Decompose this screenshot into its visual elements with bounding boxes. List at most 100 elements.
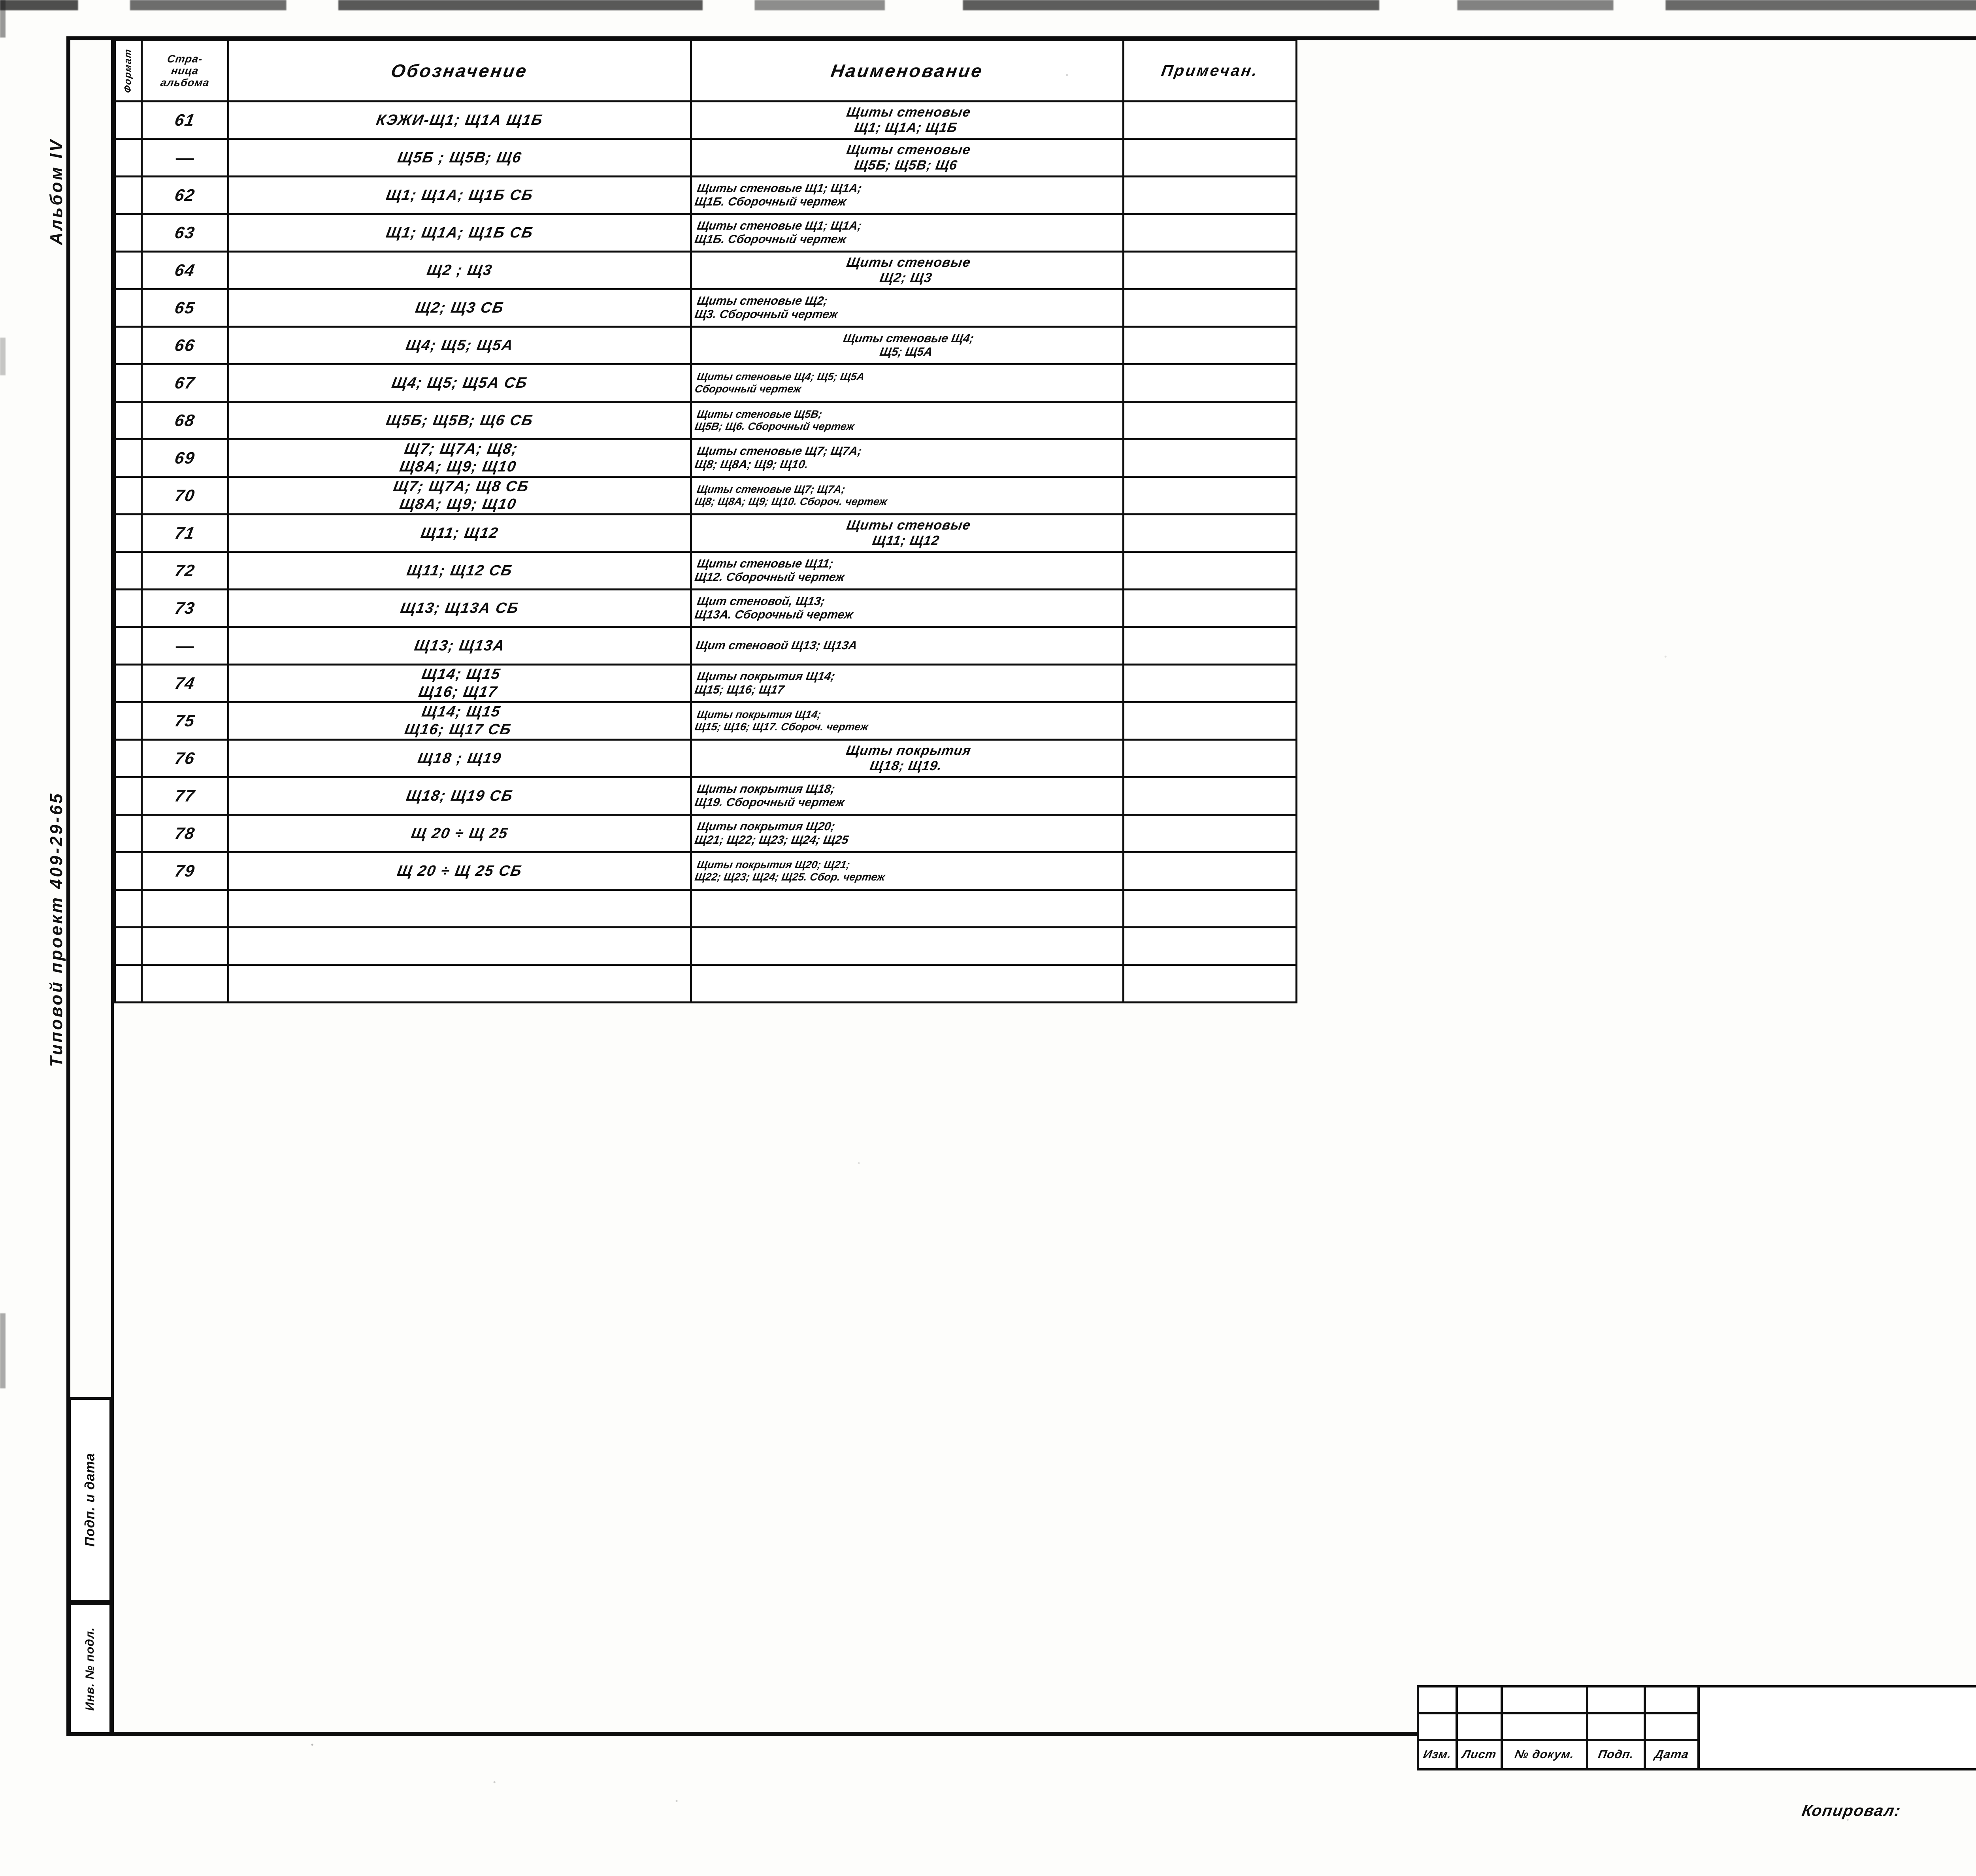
stamp-inv-podl: Инв. № подл. <box>68 1603 112 1735</box>
column-header-format: Формат <box>114 39 143 102</box>
page-number: — <box>175 635 194 656</box>
cell-page: 73 <box>140 588 229 628</box>
page-number: 70 <box>173 486 197 505</box>
name-text: Щиты покрытия Щ14; Щ15; Щ16; Щ17. Сбороч.… <box>690 709 1124 733</box>
scan-left-edge-artifact <box>0 0 6 1876</box>
cell-page: 74 <box>140 664 229 703</box>
cell-page <box>140 889 229 928</box>
column-header-designation-label: Обозначение <box>389 60 530 81</box>
designation-text: Щ18; Щ19 СБ <box>228 787 692 805</box>
cell-note <box>1122 588 1297 628</box>
name-text: Щиты стеновые Щ5В; Щ5В; Щ6. Сборочный чер… <box>690 408 1124 433</box>
name-line-1: Щит стеновой, Щ13; <box>696 594 826 608</box>
table-header-row: Формат Стра- ница альбома Обозначение На… <box>114 39 1297 102</box>
designation-text: Щ7; Щ7А; Щ8 СБ Щ8А; Щ9; Щ10 <box>226 478 693 513</box>
cell-designation: Щ14; Щ15 Щ16; Щ17 СБ <box>227 701 692 741</box>
page-number: 64 <box>173 261 197 279</box>
cell-name: Щиты покрытия Щ20; Щ21; Щ22; Щ23; Щ24; Щ2… <box>690 851 1125 891</box>
name-line-1: Щиты стеновые Щ5В; <box>696 408 823 420</box>
name-line-2: Щ11; Щ12 <box>871 533 941 548</box>
name-line-1: Щиты стеновые Щ7; Щ7А; <box>696 483 846 496</box>
cell-page: 61 <box>140 100 229 140</box>
designation-text: Щ4; Щ5; Щ5А <box>228 337 692 354</box>
name-text: Щиты покрытия Щ14; Щ15; Щ16; Щ17 <box>690 670 1125 697</box>
cell-format <box>114 701 143 741</box>
cell-note <box>1122 889 1297 928</box>
cell-page: 70 <box>140 476 229 515</box>
cell-page: — <box>140 138 229 177</box>
cell-format <box>114 851 143 891</box>
table-row: 77 Щ18; Щ19 СБ Щиты покрытия Щ18; Щ19. Сбор… <box>114 776 1297 816</box>
designation-line-2: Щ8А; Щ9; Щ10 <box>398 496 518 513</box>
cell-note <box>1122 476 1297 515</box>
designation-line-1: Щ13; Щ13А СБ <box>399 600 520 617</box>
name-line-1: Щиты стеновые <box>845 105 972 120</box>
page-number: 76 <box>173 749 197 767</box>
cell-designation: Щ18; Щ19 СБ <box>227 776 692 816</box>
name-line-2: Щ8; Щ8А; Щ9; Щ10. Сбороч. чертеж <box>694 496 888 507</box>
cell-page: 63 <box>140 213 229 253</box>
rev-cell-izm-blank2 <box>1417 1712 1458 1741</box>
cell-name <box>690 889 1125 928</box>
cell-note <box>1122 814 1297 853</box>
column-header-name-label: Наименование <box>830 60 985 81</box>
name-line-2: Щ8; Щ8А; Щ9; Щ10. <box>693 458 809 471</box>
name-text: Щит стеновой Щ13; Щ13А <box>691 639 1124 652</box>
name-line-1: Щиты покрытия Щ18; <box>696 782 836 796</box>
cell-format <box>114 288 143 328</box>
name-line-1: Щиты стеновые <box>845 142 972 158</box>
cell-note <box>1122 100 1297 140</box>
designation-line-1: Щ 20 ÷ Щ 25 СБ <box>396 862 524 879</box>
designation-text: Щ13; Щ13А <box>228 637 692 655</box>
cell-designation: Щ11; Щ12 СБ <box>227 551 692 590</box>
cell-name: Щиты стеновые Щ11; Щ12 <box>690 513 1125 553</box>
name-text: Щиты покрытия Щ20; Щ21; Щ22; Щ23; Щ24; Щ2… <box>690 859 1124 883</box>
designation-line-1: Щ 20 ÷ Щ 25 <box>409 825 509 842</box>
cell-note <box>1122 851 1297 891</box>
cell-note <box>1122 401 1297 440</box>
title-block-row-blank-1: ТП 409-29-65 Лист <box>1417 1685 1976 1770</box>
table-row: 63 Щ1; Щ1А; Щ1Б СБ Щиты стеновые Щ1; Щ1А; Щ… <box>114 213 1297 253</box>
cell-name: Щиты покрытия Щ18; Щ19. <box>690 739 1125 778</box>
name-line-1: Щиты покрытия Щ20; Щ21; <box>696 859 851 871</box>
page-number: 79 <box>173 862 197 880</box>
cell-name: Щиты стеновые Щ11; Щ12. Сборочный чертеж <box>690 551 1125 590</box>
cell-designation: Щ13; Щ13А <box>227 626 692 666</box>
rev-cell-list-blank1 <box>1456 1685 1503 1714</box>
cell-format <box>114 814 143 853</box>
name-text: Щиты стеновые Щ2; Щ3. Сборочный чертеж <box>690 294 1125 321</box>
designation-line-2: Щ16; Щ17 СБ <box>403 721 513 738</box>
cell-name: Щиты стеновые Щ7; Щ7А; Щ8; Щ8А; Щ9; Щ10. <box>690 438 1125 478</box>
column-header-page: Стра- ница альбома <box>140 39 229 102</box>
cell-designation <box>227 964 692 1003</box>
designation-line-1: Щ18; Щ19 СБ <box>405 787 515 804</box>
page-number: 74 <box>173 674 197 692</box>
stamp-inv-podl-label: Инв. № подл. <box>83 1627 96 1711</box>
designation-text: Щ5Б ; Щ5В; Щ6 <box>228 149 692 167</box>
cell-page: — <box>140 626 229 666</box>
cell-page: 62 <box>140 175 229 215</box>
rev-header-izm: Изм. <box>1417 1739 1458 1770</box>
name-line-1: Щиты стеновые Щ1; Щ1А; <box>696 219 863 232</box>
cell-note <box>1122 926 1297 966</box>
cell-page: 75 <box>140 701 229 741</box>
rev-header-podp-label: Подп. <box>1597 1748 1635 1761</box>
column-header-format-label: Формат <box>123 47 134 94</box>
rev-header-data: Дата <box>1644 1739 1700 1770</box>
name-line-2: Щ5; Щ5А <box>879 345 933 358</box>
rev-header-doc-label: № докум. <box>1513 1748 1576 1761</box>
cell-designation: Щ2; Щ3 СБ <box>227 288 692 328</box>
designation-line-1: Щ5Б ; Щ5В; Щ6 <box>396 149 523 166</box>
cell-designation: Щ7; Щ7А; Щ8 СБ Щ8А; Щ9; Щ10 <box>226 476 693 515</box>
cell-note <box>1122 551 1297 590</box>
rev-cell-doc-blank1 <box>1501 1685 1588 1714</box>
cell-page: 68 <box>140 401 229 440</box>
table-row: — Щ5Б ; Щ5В; Щ6 Щиты стеновые Щ5Б; Щ5В; Щ6 <box>114 138 1297 177</box>
table-row: 72 Щ11; Щ12 СБ Щиты стеновые Щ11; Щ12. Сбор… <box>114 551 1297 590</box>
cell-designation: Щ4; Щ5; Щ5А <box>227 326 692 365</box>
name-line-1: Щиты стеновые Щ4; Щ5; Щ5А <box>696 371 865 383</box>
name-line-1: Щиты стеновые <box>845 518 972 533</box>
cell-note <box>1122 363 1297 403</box>
column-header-note-label: Примечан. <box>1160 62 1260 79</box>
drawing-frame <box>66 36 1976 1736</box>
